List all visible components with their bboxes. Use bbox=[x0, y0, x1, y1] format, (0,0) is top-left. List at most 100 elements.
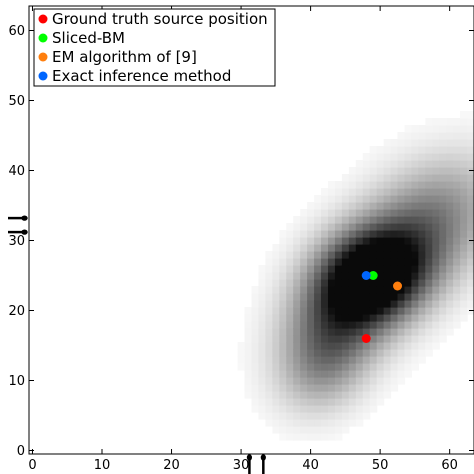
heatmap-cell bbox=[327, 328, 336, 336]
heatmap-cell bbox=[314, 426, 322, 434]
heatmap-cell bbox=[460, 195, 468, 203]
heatmap-cell bbox=[355, 321, 364, 329]
heatmap-cell bbox=[341, 216, 350, 224]
heatmap-cell bbox=[376, 223, 385, 231]
heatmap-cell bbox=[376, 391, 385, 399]
heatmap-cell bbox=[334, 433, 343, 441]
heatmap-cell bbox=[390, 251, 399, 259]
heatmap-cell bbox=[467, 111, 474, 119]
heatmap-cell bbox=[397, 300, 406, 308]
heatmap-cell bbox=[258, 293, 266, 301]
heatmap-cell bbox=[376, 349, 385, 357]
heatmap-cell bbox=[404, 237, 413, 245]
heatmap-cell bbox=[397, 244, 406, 252]
heatmap-cell bbox=[334, 202, 343, 210]
heatmap-cell bbox=[307, 272, 315, 280]
heatmap-cell bbox=[390, 328, 399, 336]
heatmap-cell bbox=[362, 349, 371, 357]
heatmap-cell bbox=[362, 244, 371, 252]
heatmap-cell bbox=[279, 237, 287, 245]
heatmap-cell bbox=[314, 363, 322, 371]
heatmap-cell bbox=[237, 356, 246, 364]
heatmap-cell bbox=[341, 188, 350, 196]
heatmap-cell bbox=[321, 335, 329, 343]
x-tick-label: 10 bbox=[94, 458, 111, 473]
heatmap-cell bbox=[293, 342, 301, 350]
heatmap-cell bbox=[418, 335, 426, 343]
heatmap-cell bbox=[355, 174, 364, 182]
heatmap-cell bbox=[341, 174, 350, 182]
heatmap-cell bbox=[327, 209, 336, 217]
heatmap-cell bbox=[376, 160, 385, 168]
heatmap-cell bbox=[279, 433, 287, 441]
heatmap-cell bbox=[460, 230, 468, 238]
heatmap-cell bbox=[411, 293, 419, 301]
heatmap-cell bbox=[362, 230, 371, 238]
heatmap-cell bbox=[418, 237, 426, 245]
heatmap-cell bbox=[432, 314, 440, 322]
heatmap-cell bbox=[286, 223, 294, 231]
heatmap-cell bbox=[355, 398, 364, 406]
heatmap-cell bbox=[446, 237, 454, 245]
heatmap-cell bbox=[460, 251, 468, 259]
heatmap-cell bbox=[314, 300, 322, 308]
heatmap-cell bbox=[341, 244, 350, 252]
heatmap-cell bbox=[334, 321, 343, 329]
heatmap-cell bbox=[314, 342, 322, 350]
heatmap-cell bbox=[460, 153, 468, 161]
heatmap-cell bbox=[355, 419, 364, 427]
heatmap-cell bbox=[411, 335, 419, 343]
heatmap-cell bbox=[334, 195, 343, 203]
heatmap-cell bbox=[411, 125, 419, 133]
y-tick-label: 20 bbox=[8, 304, 25, 319]
heatmap-cell bbox=[404, 146, 413, 154]
heatmap-cell bbox=[265, 363, 273, 371]
heatmap-cell bbox=[404, 125, 413, 133]
heatmap-cell bbox=[265, 265, 273, 273]
heatmap-cell bbox=[348, 349, 357, 357]
heatmap-cell bbox=[418, 349, 426, 357]
heatmap-cell bbox=[293, 419, 301, 427]
heatmap-cell bbox=[293, 321, 301, 329]
heatmap-cell bbox=[411, 258, 419, 266]
heatmap-cell bbox=[265, 419, 273, 427]
heatmap-cell bbox=[397, 328, 406, 336]
heatmap-cell bbox=[314, 195, 322, 203]
heatmap-cell bbox=[348, 335, 357, 343]
heatmap-cell bbox=[286, 286, 294, 294]
heatmap-cell bbox=[376, 335, 385, 343]
heatmap-cell bbox=[251, 391, 260, 399]
x-tick-label: 40 bbox=[302, 458, 319, 473]
heatmap-cell bbox=[286, 426, 294, 434]
heatmap-cell bbox=[237, 342, 246, 350]
heatmap-cell bbox=[390, 174, 399, 182]
heatmap-cell bbox=[327, 202, 336, 210]
heatmap-cell bbox=[439, 146, 447, 154]
heatmap-cell bbox=[376, 188, 385, 196]
heatmap-cell bbox=[404, 160, 413, 168]
heatmap-cell bbox=[327, 412, 336, 420]
heatmap-cell bbox=[369, 181, 378, 189]
heatmap-cell bbox=[341, 272, 350, 280]
heatmap-cell bbox=[348, 363, 357, 371]
heatmap-cell bbox=[362, 286, 371, 294]
heatmap-cell bbox=[439, 265, 447, 273]
heatmap-cell bbox=[376, 307, 385, 315]
heatmap-cell bbox=[418, 160, 426, 168]
heatmap-cell bbox=[286, 405, 294, 413]
heatmap-cell bbox=[404, 188, 413, 196]
heatmap-cell bbox=[327, 391, 336, 399]
heatmap-cell bbox=[300, 300, 308, 308]
heatmap-cell bbox=[251, 321, 260, 329]
heatmap-cell bbox=[369, 349, 378, 357]
heatmap-cell bbox=[397, 363, 406, 371]
heatmap-cell bbox=[397, 293, 406, 301]
heatmap-cell bbox=[432, 293, 440, 301]
heatmap-cell bbox=[321, 321, 329, 329]
heatmap-cell bbox=[314, 356, 322, 364]
heatmap-cell bbox=[307, 398, 315, 406]
heatmap-cell bbox=[251, 398, 260, 406]
heatmap-cell bbox=[411, 139, 419, 147]
heatmap-cell bbox=[355, 391, 364, 399]
heatmap-cell bbox=[355, 342, 364, 350]
